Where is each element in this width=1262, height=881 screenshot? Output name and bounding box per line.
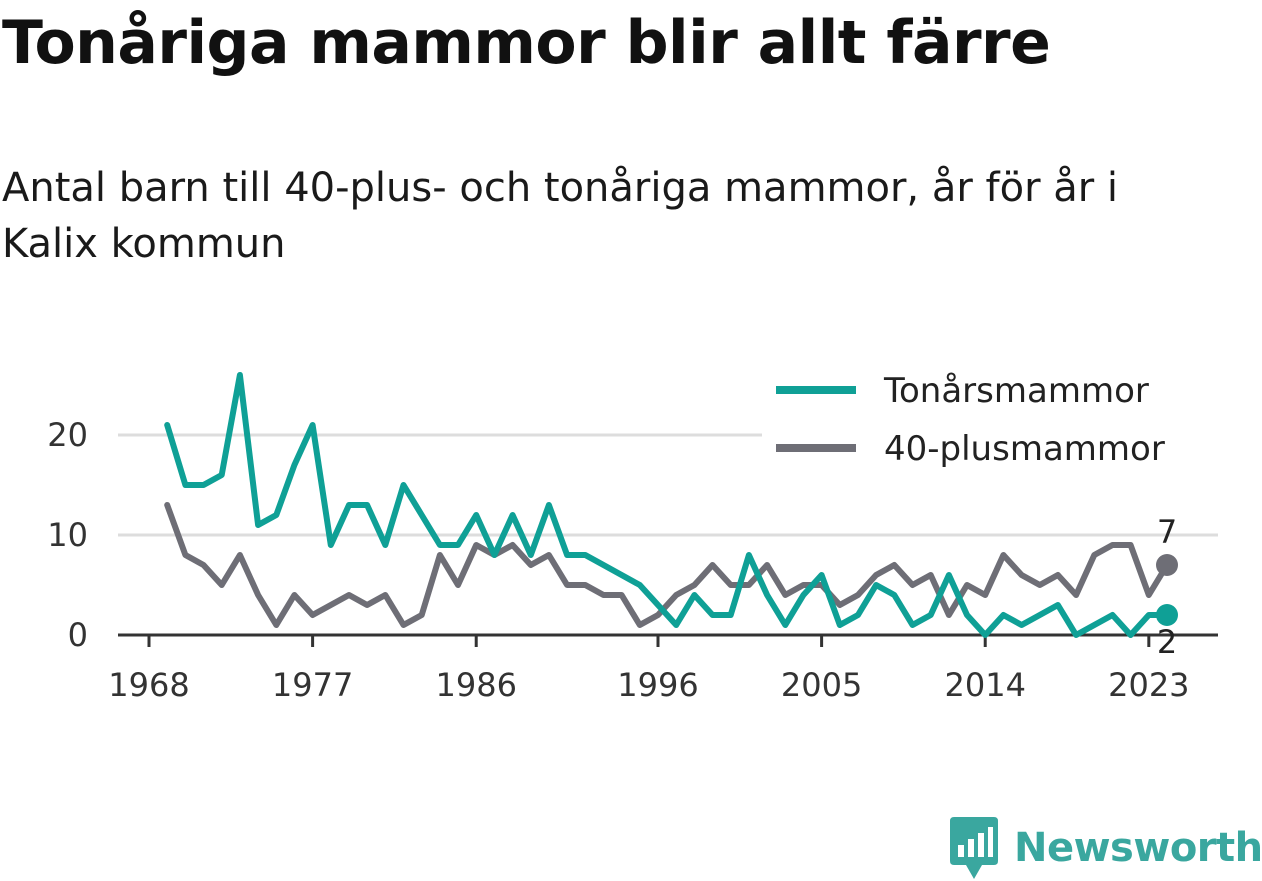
brand-logo: Newsworthy [948, 815, 1262, 881]
y-tick-label: 0 [68, 616, 88, 654]
end-value-label: 2 [1157, 623, 1177, 661]
chart-title: Tonåriga mammor blir allt färre [2, 8, 1051, 78]
x-tick-label: 2023 [1108, 666, 1189, 704]
end-point-marker [1156, 604, 1178, 626]
legend-box [762, 366, 1218, 478]
series-line [164, 372, 1170, 638]
end-point-marker [1156, 554, 1178, 576]
chart-subtitle: Antal barn till 40-plus- och tonåriga ma… [2, 165, 1119, 267]
x-tick-label: 1986 [435, 666, 516, 704]
newsworthy-logo-icon [950, 817, 998, 879]
legend-label: 40-plusmammor [884, 429, 1165, 469]
series-line [164, 502, 1170, 628]
x-tick-label: 2014 [944, 666, 1025, 704]
x-tick-label: 2005 [781, 666, 862, 704]
y-tick-label: 20 [47, 416, 88, 454]
x-tick-label: 1996 [617, 666, 698, 704]
x-tick-label: 1977 [272, 666, 353, 704]
legend-label: Tonårsmammor [883, 371, 1149, 411]
y-tick-label: 10 [47, 516, 88, 554]
x-tick-label: 1968 [108, 666, 189, 704]
end-value-label: 7 [1157, 513, 1177, 551]
brand-name: Newsworthy [1014, 825, 1262, 871]
